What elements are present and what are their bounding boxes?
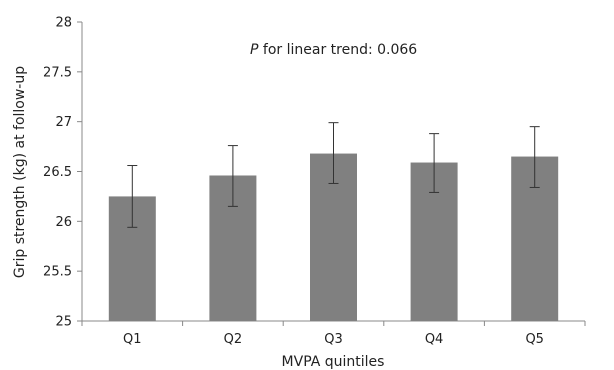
x-axis: Q1 Q2 Q3 Q4 Q5 (81, 320, 586, 347)
trend-annotation-text: for linear trend: 0.066 (258, 42, 417, 58)
y-tick-label: 26 (55, 215, 72, 230)
y-tick-label: 28 (55, 16, 72, 31)
bars (108, 153, 559, 321)
x-tick-label: Q1 (123, 332, 142, 347)
trend-annotation: P for linear trend: 0.066 (250, 42, 417, 58)
y-tick-label: 27.5 (43, 65, 72, 80)
x-axis-title: MVPA quintiles (282, 354, 385, 370)
x-tick-label: Q4 (425, 332, 444, 347)
y-axis-title: Grip strength (kg) at follow-up (12, 66, 28, 278)
x-tick-label: Q5 (525, 332, 544, 347)
error-bars (127, 122, 540, 228)
y-axis: 25 25.5 26 26.5 27 27.5 28 (43, 16, 83, 330)
x-tick-label: Q3 (324, 332, 343, 347)
trend-annotation-p: P (250, 42, 259, 58)
y-tick-label: 25.5 (43, 265, 72, 280)
y-tick-label: 27 (55, 115, 72, 130)
y-tick-label: 25 (55, 315, 72, 330)
x-tick-label: Q2 (224, 332, 243, 347)
y-tick-label: 26.5 (43, 165, 72, 180)
